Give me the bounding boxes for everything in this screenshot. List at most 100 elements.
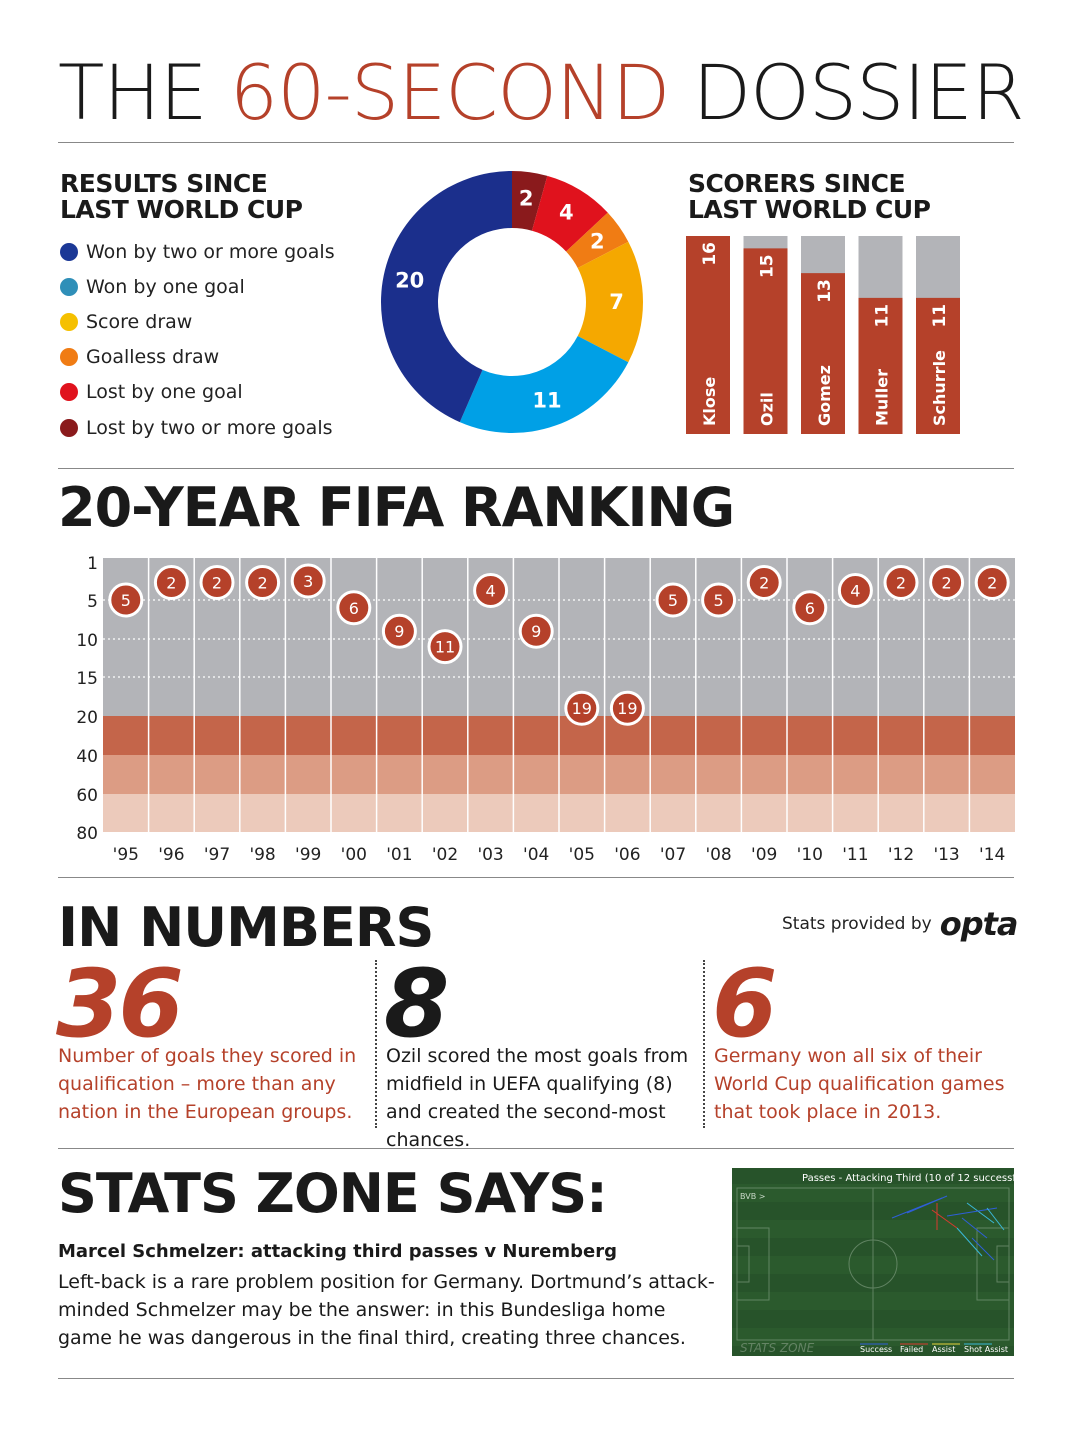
legend-label: Lost by one goal <box>86 381 243 404</box>
ranking-marker <box>199 565 235 600</box>
ranking-x-tick: '00 <box>341 845 367 865</box>
ranking-marker-label: 19 <box>617 699 637 718</box>
ranking-x-tick: '95 <box>113 845 139 865</box>
ranking-x-tick: '97 <box>204 845 230 865</box>
ranking-y-tick: 40 <box>76 747 98 767</box>
ranking-marker <box>427 629 463 665</box>
ranking-marker-label: 4 <box>850 582 860 601</box>
ranking-marker-label: 5 <box>714 591 724 610</box>
legend-item: Won by one goal <box>60 269 335 304</box>
title-accent: 60-SECOND <box>229 48 671 137</box>
ranking-marker <box>245 565 281 600</box>
ranking-marker-label: 2 <box>258 574 268 593</box>
stats-zone-heading: STATS ZONE SAYS: <box>58 1162 608 1225</box>
ranking-marker-label: 4 <box>486 582 496 601</box>
ranking-marker-label: 5 <box>121 591 131 610</box>
stat-value-3: 6 <box>712 950 777 1059</box>
scorer-value-label: 13 <box>815 279 835 303</box>
article-title: Marcel Schmelzer: attacking third passes… <box>58 1241 617 1262</box>
ranking-y-tick: 15 <box>76 669 98 689</box>
legend-item: Lost by one goal <box>60 375 335 410</box>
scorer-bar <box>686 236 730 434</box>
legend-item: Lost by two or more goals <box>60 410 335 445</box>
ranking-x-tick: '09 <box>751 845 777 865</box>
divider <box>58 142 1014 143</box>
ranking-marker <box>883 565 919 600</box>
ranking-marker-label: 19 <box>572 699 592 718</box>
stat-desc-1: Number of goals they scored in qualifica… <box>58 1045 357 1123</box>
donut-slice <box>459 336 629 433</box>
pitch-title: Passes - Attacking Third (10 of 12 succe… <box>802 1173 1014 1184</box>
legend-label: Score draw <box>86 310 193 333</box>
legend-item: Goalless draw <box>60 340 335 375</box>
ranking-y-tick: 80 <box>76 824 98 844</box>
stat-desc-2: Ozil scored the most goals from midfield… <box>386 1045 689 1151</box>
legend-dot <box>60 348 78 367</box>
pitch-team: BVB > <box>740 1192 765 1201</box>
ranking-marker-label: 3 <box>303 572 313 591</box>
opta-credit: Stats provided by opta <box>782 905 1018 943</box>
ranking-y-tick: 20 <box>76 708 98 728</box>
ranking-marker <box>701 582 737 618</box>
donut-slice <box>512 171 548 231</box>
ranking-marker <box>746 565 782 600</box>
ranking-marker <box>518 613 554 649</box>
divider <box>58 468 1014 469</box>
ranking-marker <box>473 573 509 608</box>
ranking-x-tick: '07 <box>660 845 686 865</box>
scorers-heading-line-1: SCORERS SINCE <box>688 169 906 198</box>
ranking-y-tick: 5 <box>87 592 98 612</box>
legend-label: Won by one goal <box>86 275 245 298</box>
ranking-marker <box>655 582 691 618</box>
ranking-x-tick: '06 <box>614 845 640 865</box>
donut-value-label: 7 <box>609 290 624 314</box>
ranking-x-tick: '98 <box>249 845 275 865</box>
legend-dot <box>60 312 78 331</box>
ranking-marker-label: 6 <box>349 599 359 618</box>
donut-value-label: 20 <box>395 269 424 293</box>
title-part-1: THE <box>58 48 230 137</box>
donut-slice <box>531 175 608 252</box>
results-heading-line-1: RESULTS SINCE <box>60 169 268 198</box>
ranking-marker-label: 9 <box>531 622 541 641</box>
ranking-marker-label: 2 <box>896 574 906 593</box>
ranking-marker <box>792 590 828 626</box>
divider <box>58 877 1014 878</box>
scorers-bar-chart: 16 Klose 15 Ozil 13 Gomez 11 Muller 11 Schurrle <box>686 236 960 434</box>
scorer-name-label: Klose <box>700 377 719 426</box>
scorer-name-label: Gomez <box>815 365 834 426</box>
ranking-marker-label: 2 <box>166 574 176 593</box>
scorer-bar <box>916 297 960 434</box>
donut-slice <box>577 241 643 363</box>
ranking-x-tick: '01 <box>386 845 412 865</box>
pitch-legend-label: Shot Assist <box>964 1345 1008 1354</box>
scorers-heading: SCORERS SINCE LAST WORLD CUP <box>688 171 1008 223</box>
ranking-marker <box>153 565 189 600</box>
ranking-marker <box>564 690 600 726</box>
scorer-bar <box>801 273 845 434</box>
ranking-x-tick: '12 <box>888 845 914 865</box>
ranking-x-tick: '96 <box>158 845 184 865</box>
stat-separator <box>375 960 377 1128</box>
scorer-name-label: Muller <box>873 369 892 426</box>
pitch-graphic: Passes - Attacking Third (10 of 12 succe… <box>732 1168 1014 1356</box>
ranking-marker <box>974 565 1010 600</box>
ranking-marker-label: 6 <box>805 599 815 618</box>
ranking-marker-label: 2 <box>759 574 769 593</box>
stats-zone-pitch: Passes - Attacking Third (10 of 12 succe… <box>732 1168 1014 1356</box>
ranking-x-tick: '02 <box>432 845 458 865</box>
ranking-marker-label: 5 <box>668 591 678 610</box>
article-body: Left-back is a rare problem position for… <box>58 1271 715 1349</box>
ranking-heading: 20-YEAR FIFA RANKING <box>58 476 735 539</box>
legend-label: Lost by two or more goals <box>86 416 333 439</box>
scorers-heading-line-2: LAST WORLD CUP <box>688 195 931 224</box>
scorer-bar <box>743 248 788 434</box>
scorer-value-label: 16 <box>700 242 720 266</box>
credit-text: Stats provided by <box>782 914 932 934</box>
legend-label: Goalless draw <box>86 346 220 369</box>
ranking-x-tick: '99 <box>295 845 321 865</box>
divider <box>58 1148 1014 1149</box>
ranking-marker <box>336 590 372 626</box>
legend-dot <box>60 383 78 402</box>
ranking-x-tick: '13 <box>933 845 959 865</box>
